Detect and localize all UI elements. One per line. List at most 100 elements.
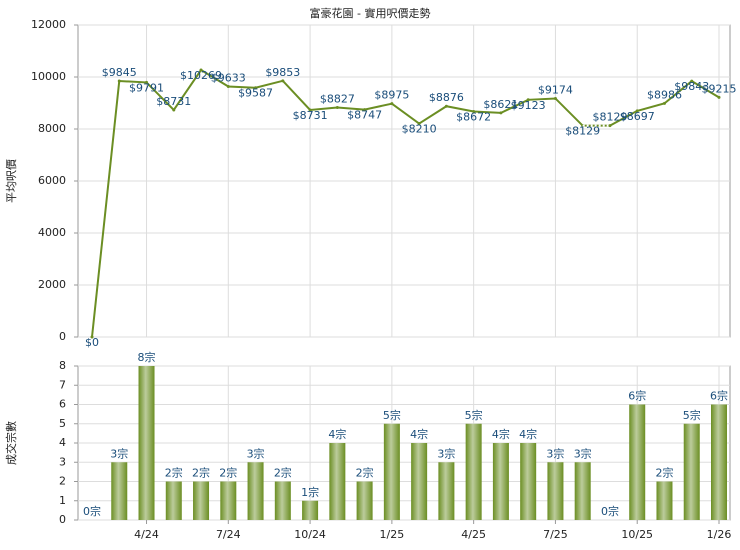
bar [411, 443, 428, 520]
y-tick-label: 4 [59, 436, 66, 449]
point [553, 96, 557, 100]
x-tick-label: 1/25 [380, 528, 405, 541]
x-tick-label: 10/24 [294, 528, 326, 541]
value-label: 4宗 [492, 427, 510, 441]
point [226, 85, 230, 89]
value-label: $0 [85, 336, 99, 349]
bar [438, 462, 455, 520]
point [308, 108, 312, 112]
y-tick-label: 0 [59, 330, 66, 343]
value-label: $10269 [180, 69, 222, 82]
bar [574, 462, 591, 520]
value-label: $8129 [592, 111, 627, 124]
bar [220, 481, 237, 520]
value-label: $9174 [538, 83, 573, 96]
value-label: $8697 [620, 110, 655, 123]
bar [138, 366, 155, 520]
x-tick-label: 7/24 [216, 528, 241, 541]
point [90, 335, 94, 339]
y-tick-label: 8 [59, 359, 66, 372]
bar [383, 423, 400, 520]
bar [247, 462, 264, 520]
value-label: 1宗 [301, 485, 319, 499]
value-label: 3宗 [247, 446, 265, 460]
value-label: 5宗 [683, 408, 701, 422]
value-label: 2宗 [165, 466, 183, 480]
point [117, 79, 121, 83]
y-tick-label: 12000 [31, 18, 66, 31]
y-tick-label: 2 [59, 475, 66, 488]
value-label: $8975 [374, 89, 409, 102]
chart-title: 富豪花園 - 實用呎價走勢 [310, 6, 431, 20]
value-label: $9215 [702, 82, 737, 95]
y-tick-label: 2000 [38, 278, 66, 291]
value-label: 6宗 [628, 389, 646, 403]
point [390, 102, 394, 106]
value-label: 4宗 [328, 427, 346, 441]
value-label: 0宗 [83, 504, 101, 518]
value-label: $8621 [483, 98, 518, 111]
value-label: 5宗 [465, 408, 483, 422]
bar [111, 462, 128, 520]
point [499, 111, 503, 115]
point [444, 104, 448, 108]
bar [193, 481, 210, 520]
point [717, 95, 721, 99]
bar [356, 481, 373, 520]
bar [520, 443, 537, 520]
point [417, 122, 421, 126]
value-label: 2宗 [274, 466, 292, 480]
bar [302, 500, 319, 520]
point [199, 68, 203, 72]
y-axis-title: 平均呎價 [4, 159, 18, 203]
value-label: $8827 [320, 92, 355, 105]
point [690, 79, 694, 83]
bar [465, 423, 482, 520]
value-label: $9123 [511, 99, 546, 112]
point [335, 105, 339, 109]
value-label: 4宗 [519, 427, 537, 441]
point [635, 109, 639, 113]
bar [683, 423, 700, 520]
y-tick-label: 4000 [38, 226, 66, 239]
value-label: 2宗 [356, 466, 374, 480]
value-label: 5宗 [383, 408, 401, 422]
point [608, 124, 612, 128]
y-tick-label: 7 [59, 378, 66, 391]
y-tick-label: 6000 [38, 174, 66, 187]
x-tick-label: 1/26 [707, 528, 732, 541]
y-tick-label: 6 [59, 398, 66, 411]
value-label: $9845 [102, 66, 137, 79]
y-tick-label: 10000 [31, 70, 66, 83]
bar [274, 481, 291, 520]
value-label: 2宗 [192, 466, 210, 480]
bar [711, 404, 727, 520]
value-label: 6宗 [710, 389, 728, 403]
value-label: 3宗 [546, 446, 564, 460]
point [145, 80, 149, 84]
value-label: 3宗 [574, 446, 592, 460]
value-label: 8宗 [138, 350, 156, 364]
value-label: 0宗 [601, 504, 619, 518]
bar [547, 462, 564, 520]
bar [656, 481, 673, 520]
value-label: $9791 [129, 81, 164, 94]
point [363, 108, 367, 112]
value-label: 3宗 [437, 446, 455, 460]
x-tick-label: 4/25 [461, 528, 486, 541]
line [91, 68, 720, 338]
x-tick-label: 10/25 [621, 528, 653, 541]
bar [165, 481, 182, 520]
y-tick-label: 3 [59, 455, 66, 468]
value-label: $9633 [211, 72, 246, 85]
value-label: $9853 [265, 66, 300, 79]
point [662, 101, 666, 105]
value-label: $8731 [156, 95, 191, 108]
value-label: $8210 [402, 123, 437, 136]
bar [492, 443, 509, 520]
point [526, 98, 530, 102]
y-axis-title: 成交宗數 [4, 421, 18, 465]
bar [629, 404, 646, 520]
point [281, 79, 285, 83]
